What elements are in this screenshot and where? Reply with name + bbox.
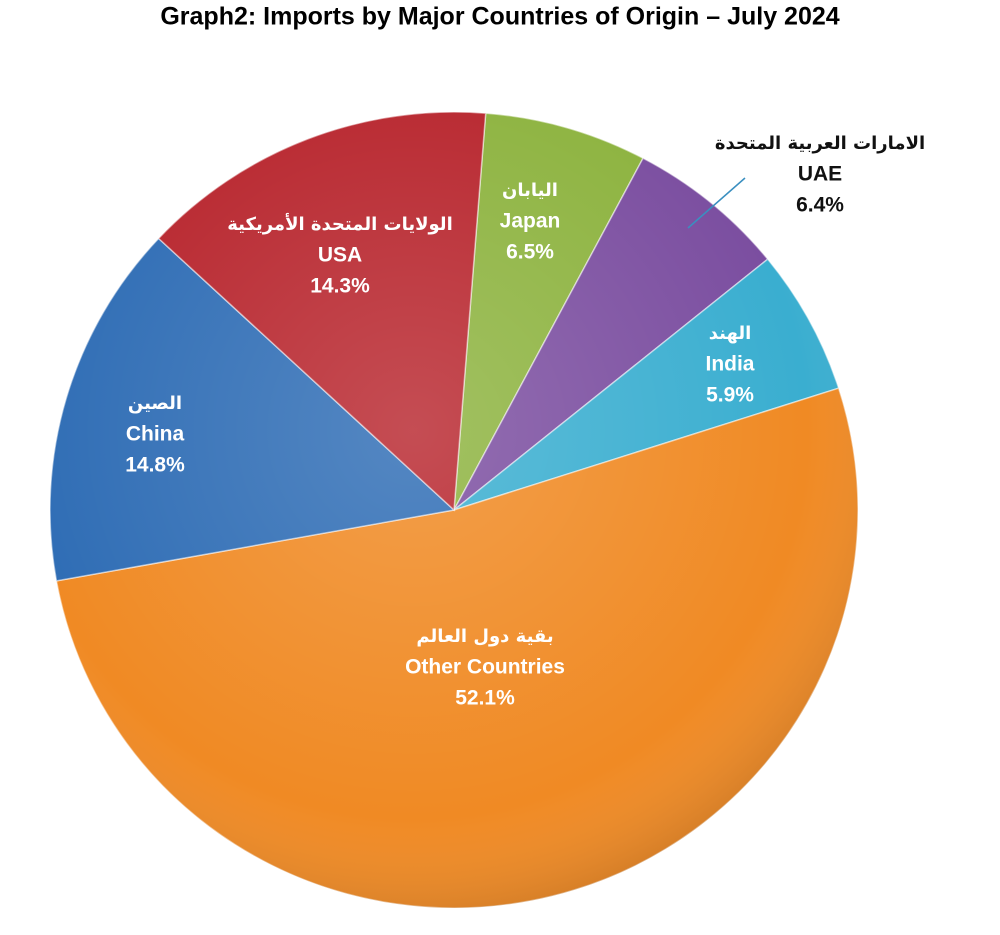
slice-value-label: 14.8%	[125, 454, 185, 477]
slice-label: China	[126, 423, 185, 446]
labels: اليابان Japan 6.5% الامارات العربية المتحدة…	[125, 133, 925, 710]
slice-label-arabic: الهند	[709, 323, 752, 344]
slice-label: Japan	[500, 210, 561, 233]
slice-label-arabic: بقية دول العالم	[416, 626, 553, 647]
slice-value-label: 52.1%	[455, 687, 515, 710]
slice-label: UAE	[798, 163, 842, 186]
leader-line	[687, 177, 746, 229]
slice-label: USA	[318, 244, 362, 267]
slice-label-arabic: الصين	[128, 393, 182, 414]
slice-label: Other Countries	[405, 656, 565, 679]
slice-label: India	[705, 353, 754, 376]
slice-label-arabic: الولايات المتحدة الأمريكية	[227, 213, 453, 235]
slice-label-arabic: اليابان	[502, 180, 558, 201]
slice-value-label: 5.9%	[706, 384, 754, 407]
pie	[49, 111, 859, 909]
slice-label-arabic: الامارات العربية المتحدة	[715, 133, 925, 154]
slice-value-label: 6.5%	[506, 241, 554, 264]
slice-value-label: 14.3%	[310, 275, 370, 298]
chart-title: Graph2: Imports by Major Countries of Or…	[160, 3, 839, 31]
slice-value-label: 6.4%	[796, 194, 844, 217]
